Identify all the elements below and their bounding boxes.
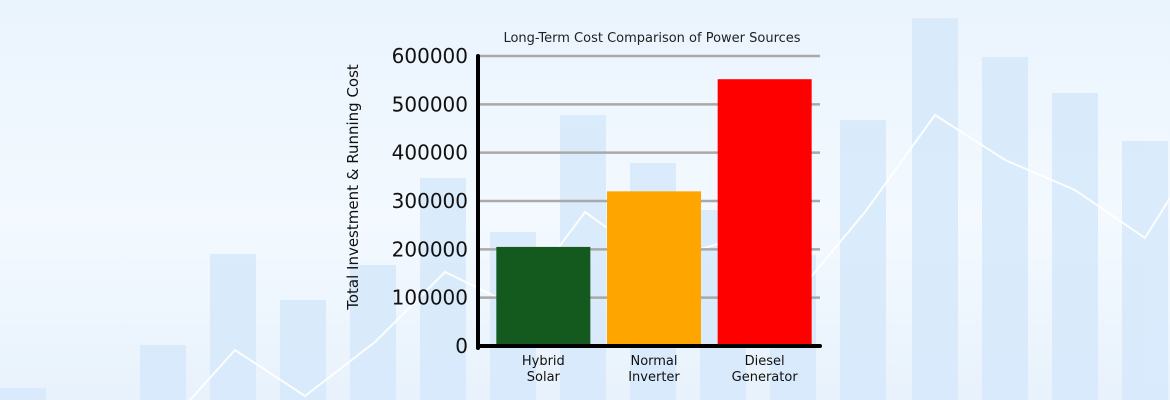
y-tick-label: 500000 <box>392 92 468 116</box>
y-axis-label: Total Investment & Running Cost <box>344 64 362 311</box>
y-tick-label: 300000 <box>392 189 468 213</box>
x-tick-labels: Hybrid Solar Normal Inverter Diesel Generator <box>522 354 798 385</box>
y-tick-label: 400000 <box>392 141 468 165</box>
y-tick-label: 600000 <box>392 44 468 68</box>
y-tick-label: 0 <box>455 334 468 358</box>
bars <box>496 79 812 346</box>
bar-hybrid-solar <box>496 246 591 346</box>
y-tick-label: 100000 <box>392 286 468 310</box>
y-tick-label: 200000 <box>392 237 468 261</box>
x-tick-label: Diesel Generator <box>732 354 799 385</box>
x-tick-label: Hybrid Solar <box>522 354 565 385</box>
x-tick-label: Normal Inverter <box>628 354 680 385</box>
axes <box>476 54 822 350</box>
y-tick-labels: 0 100000 200000 300000 400000 500000 600000 <box>392 44 468 358</box>
bar-diesel-generator <box>717 79 812 346</box>
chart-title: Long-Term Cost Comparison of Power Sourc… <box>503 31 800 46</box>
bar-normal-inverter <box>607 191 701 346</box>
